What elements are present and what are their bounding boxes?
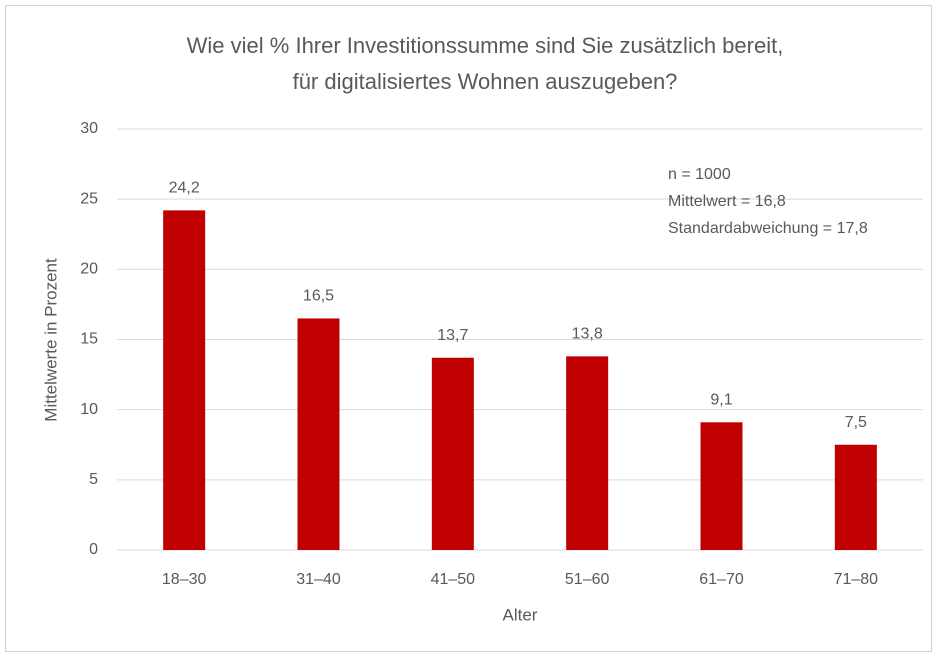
bar [566, 356, 609, 550]
y-tick-label: 10 [80, 401, 98, 418]
y-tick-label: 5 [89, 471, 98, 488]
bar [431, 357, 474, 550]
chart-title: für digitalisiertes Wohnen auszugeben? [293, 69, 678, 94]
x-tick-label: 31–40 [296, 571, 341, 588]
annotation: Standardabweichung = 17,8 [668, 220, 868, 237]
chart-title: Wie viel % Ihrer Investitionssumme sind … [187, 33, 784, 58]
bar [700, 422, 743, 550]
annotation: Mittelwert = 16,8 [668, 193, 786, 210]
x-axis-label: Alter [503, 605, 538, 624]
bar [163, 210, 206, 551]
x-tick-label: 61–70 [699, 571, 744, 588]
bar [834, 444, 877, 550]
y-tick-label: 15 [80, 331, 98, 348]
x-tick-label: 71–80 [834, 571, 879, 588]
y-axis-label: Mittelwerte in Prozent [41, 258, 60, 422]
data-label: 16,5 [303, 288, 334, 305]
data-label: 13,7 [437, 327, 468, 344]
y-tick-label: 30 [80, 120, 98, 137]
data-label: 9,1 [710, 392, 732, 409]
chart-border [5, 5, 932, 652]
x-tick-label: 18–30 [162, 571, 207, 588]
x-tick-label: 41–50 [431, 571, 476, 588]
y-tick-label: 20 [80, 261, 98, 278]
annotation: n = 1000 [668, 166, 731, 183]
y-tick-label: 25 [80, 190, 98, 207]
x-tick-label: 51–60 [565, 571, 610, 588]
bar [297, 318, 340, 550]
y-tick-label: 0 [89, 541, 98, 558]
data-label: 24,2 [169, 180, 200, 197]
data-label: 13,8 [572, 326, 603, 343]
data-label: 7,5 [845, 414, 867, 431]
